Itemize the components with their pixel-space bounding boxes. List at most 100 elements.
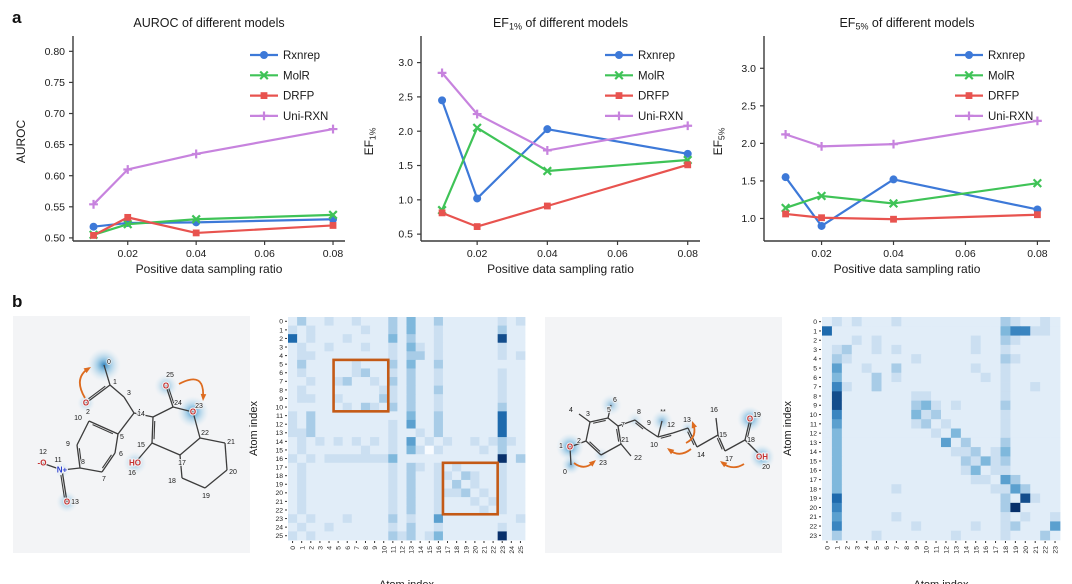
heatmap-cell: [881, 493, 892, 504]
heatmap-cell: [831, 512, 843, 522]
marker-square: [890, 215, 897, 223]
heatmap-cell: [1020, 400, 1031, 411]
marker-x: [123, 219, 133, 229]
heatmap-cell: [851, 428, 863, 439]
heatmap-cell: [931, 400, 942, 411]
heatmap-cell: [1020, 465, 1031, 476]
heatmap-cell: [470, 411, 480, 421]
heatmap-cell: [911, 493, 922, 504]
heatmap-cell: [980, 502, 991, 513]
heatmap-cell: [970, 409, 982, 420]
heatmap-cell: [370, 505, 380, 515]
heatmap-cell: [950, 326, 962, 336]
heatmap-cell: [479, 419, 489, 429]
heatmap-cell: [931, 344, 942, 355]
y-tick-label: 20: [809, 505, 817, 512]
heatmap-cell: [397, 419, 407, 429]
atom-index-label: 3: [586, 411, 590, 418]
heatmap-cell: [1050, 419, 1061, 429]
x-tick-label: 0: [825, 546, 832, 550]
heatmap-cell: [1050, 326, 1061, 336]
heatmap-cell: [342, 445, 353, 455]
heatmap-cell: [497, 505, 508, 515]
heatmap-cell: [980, 409, 991, 420]
heatmap-cell: [1020, 530, 1031, 541]
y-tick-label: 0.55: [45, 201, 66, 213]
heatmap-cell: [506, 402, 517, 412]
heatmap-cell: [921, 493, 932, 504]
heatmap-cell: [911, 484, 922, 494]
heatmap-cell: [406, 522, 417, 532]
heatmap-cell: [841, 530, 853, 541]
heatmap-cell: [1020, 437, 1031, 448]
heatmap-cell: [479, 368, 489, 378]
marker-x: [964, 70, 974, 80]
heatmap-cell: [461, 368, 471, 378]
atom-index-label: 16: [710, 407, 718, 414]
y-tick-label: 2.5: [741, 100, 756, 112]
heatmap-cell: [950, 419, 962, 429]
heatmap-cell: [851, 456, 863, 467]
heatmap-cell: [324, 377, 334, 387]
heatmap-cell: [342, 325, 353, 335]
chart-title: EF5% of different models: [839, 16, 974, 32]
heatmap-cell: [881, 317, 892, 327]
heatmap-cell: [921, 512, 932, 522]
heatmap-cell: [324, 445, 334, 455]
heatmap-cell: [351, 411, 362, 421]
legend-label: Rxnrep: [283, 50, 320, 62]
y-tick-label: 5: [279, 362, 283, 369]
heatmap-cell: [342, 411, 353, 421]
heatmap-cell: [931, 474, 942, 485]
heatmap-cell: [1000, 400, 1011, 411]
heatmap-cell: [960, 354, 972, 364]
heatmap-cell: [297, 325, 307, 335]
bond: [41, 462, 63, 471]
heatmap-cell: [990, 456, 1001, 467]
x-tick-label: 0.02: [467, 248, 488, 260]
atom-index-label: 10: [74, 415, 82, 422]
heatmap-cell: [871, 493, 882, 504]
heatmap-cell: [488, 462, 499, 472]
heatmap-cell: [1050, 428, 1061, 439]
heatmap-cell: [388, 359, 398, 369]
heatmap-cell: [324, 411, 334, 421]
heatmap-cell: [379, 462, 389, 472]
bond: [151, 416, 154, 444]
heatmap-cell: [1020, 344, 1031, 355]
heatmap-cell: [424, 342, 435, 352]
heatmap-cell: [506, 505, 517, 515]
heatmap-cell: [351, 385, 362, 395]
heatmap-cell: [452, 334, 462, 344]
heatmap-cell: [288, 342, 298, 352]
y-axis-label: AUROC: [14, 120, 28, 164]
heatmap-cell: [891, 474, 902, 485]
heatmap-cell: [415, 445, 426, 455]
series-line-uni-rxn: [785, 119, 1038, 148]
marker-plus: [191, 149, 201, 159]
x-axis-label: Atom index: [913, 579, 969, 584]
heatmap-cell: [831, 326, 843, 336]
atom-index-label: 19: [202, 493, 210, 500]
heatmap-cell: [1050, 456, 1061, 467]
heatmap-cell: [841, 391, 853, 402]
heatmap-cell: [424, 428, 435, 438]
heatmap-cell: [515, 334, 526, 344]
heatmap-cell: [397, 437, 407, 447]
heatmap-cell: [433, 471, 444, 481]
heatmap-cell: [921, 326, 932, 336]
y-tick-label: 10: [809, 412, 817, 419]
heatmap-cell: [960, 335, 972, 346]
heatmap-cell: [461, 411, 471, 421]
heatmap-cell: [288, 359, 298, 369]
heatmap-cell: [822, 363, 833, 374]
x-tick-label: 11: [934, 546, 941, 553]
bond: [717, 434, 726, 452]
heatmap-cell: [306, 317, 316, 326]
x-axis-label: Atom index: [379, 579, 435, 584]
y-tick-label: 23: [809, 533, 817, 540]
atom-index-label: 1: [559, 443, 563, 450]
heatmap-cell: [911, 521, 922, 532]
marker-circle: [965, 51, 973, 59]
heatmap-cell: [415, 488, 426, 498]
